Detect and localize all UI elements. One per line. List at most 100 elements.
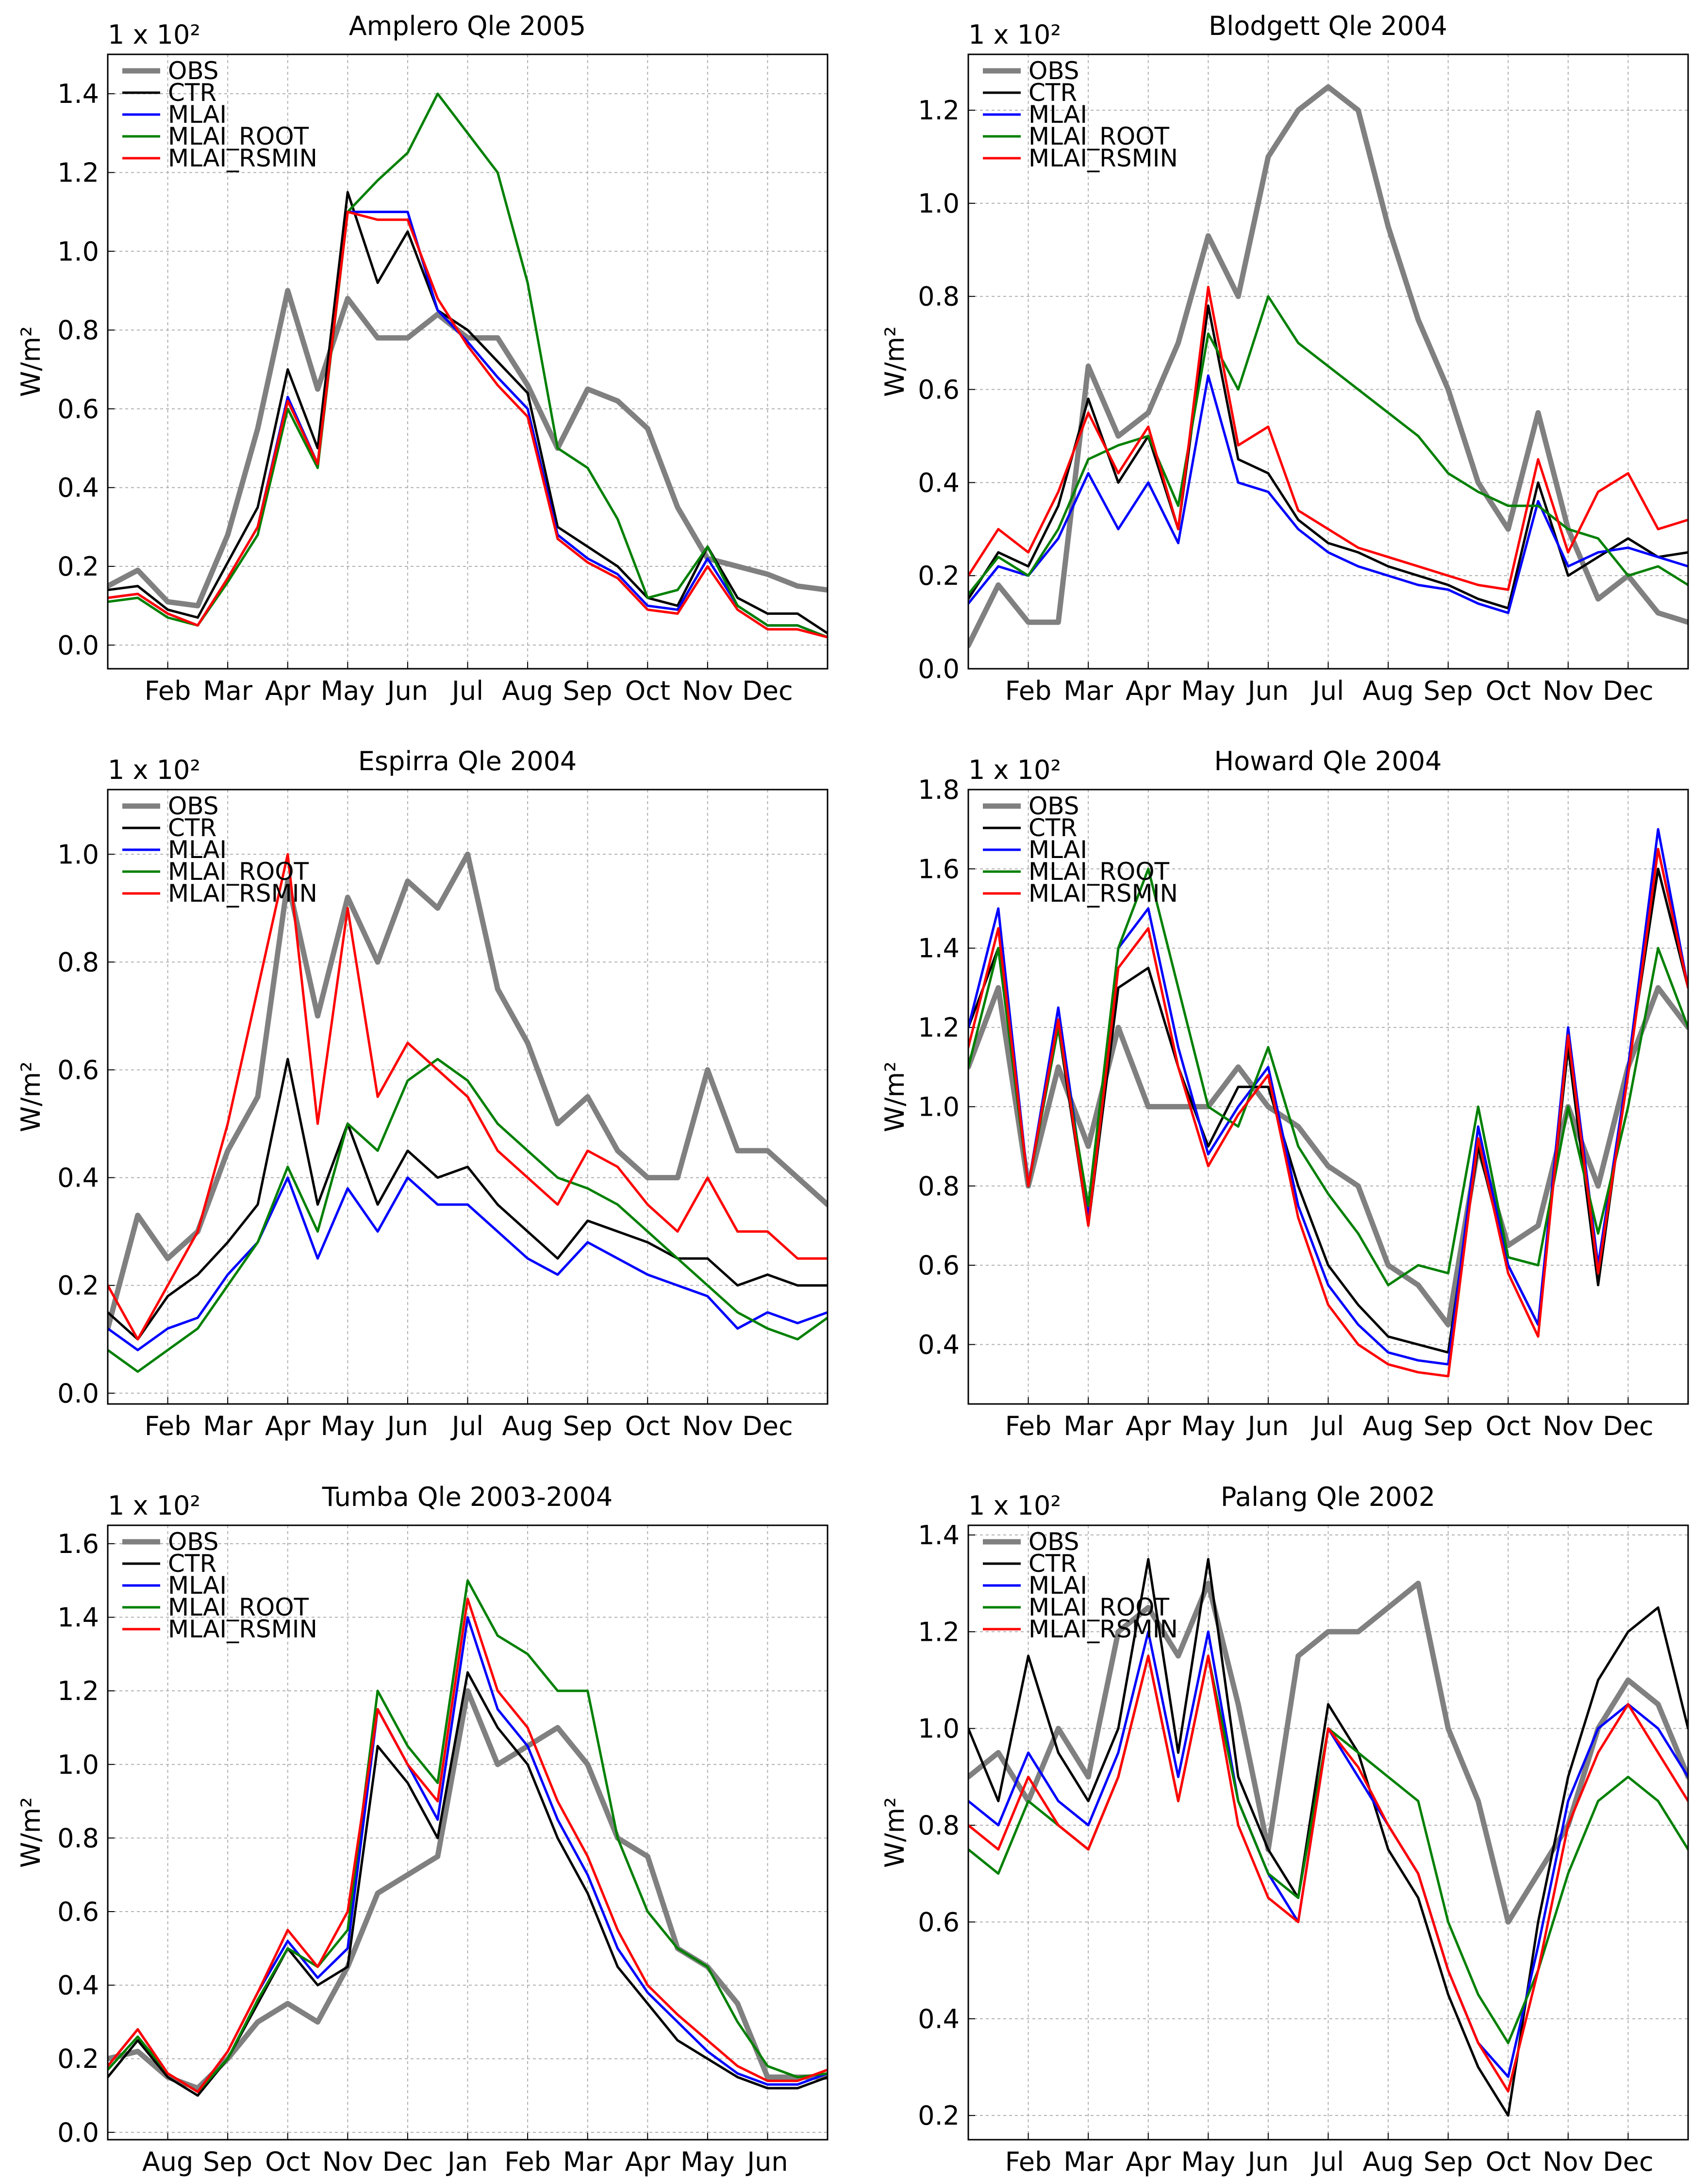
legend-label: CTR	[1028, 814, 1077, 842]
y-tick-label: 0.6	[57, 1055, 99, 1085]
x-tick-label: Aug	[1362, 1411, 1413, 1441]
x-tick-label: Jun	[386, 676, 428, 706]
chart-panel-amplero: Amplero Qle 2005 1 x 10² W/m² 0.0 0.2 0.4 0…	[16, 11, 829, 706]
legend-label: MLAI_ROOT	[168, 858, 309, 886]
y-tick-label: 1.0	[918, 1091, 960, 1122]
x-tick-label: Feb	[145, 1411, 191, 1441]
x-tick-label: Oct	[265, 2146, 310, 2177]
x-tick-label: Apr	[265, 676, 311, 706]
series-line-ctr	[968, 1558, 1688, 2117]
legend-label: MLAI_RSMIN	[168, 144, 317, 172]
series-line-ctr	[968, 304, 1688, 610]
legend-label: OBS	[1028, 792, 1079, 820]
x-tick-label: Jul	[1311, 676, 1344, 706]
y-tick-label: 0.0	[918, 654, 960, 684]
x-tick-label: Oct	[1486, 2146, 1531, 2177]
y-tick-label: 1.8	[918, 775, 960, 805]
legend-label: MLAI	[168, 1571, 227, 1600]
x-tick-label: Sep	[1424, 676, 1473, 706]
x-tick-label: Feb	[1005, 1411, 1052, 1441]
x-tick-label: Sep	[1424, 1411, 1473, 1441]
legend-label: CTR	[1028, 79, 1077, 107]
y-tick-label: 0.4	[57, 1163, 99, 1193]
series-lines	[108, 92, 828, 639]
y-axis-label: W/m²	[16, 326, 46, 397]
legend-label: OBS	[168, 1528, 219, 1556]
chart-panel-espirra: Espirra Qle 2004 1 x 10² W/m² 0.0 0.2 0.4 0…	[16, 746, 829, 1441]
x-tick-label: Oct	[1486, 1411, 1531, 1441]
series-lines	[968, 84, 1688, 648]
x-tick-label: Sep	[1424, 2146, 1473, 2177]
x-tick-label: Oct	[625, 1411, 670, 1441]
x-tick-label: Jul	[1311, 2146, 1344, 2177]
x-tick-label: May	[680, 2146, 735, 2177]
x-tick-label: Jun	[386, 1411, 428, 1441]
x-tick-label: Jun	[1246, 2146, 1289, 2177]
x-tick-label: May	[1181, 676, 1236, 706]
x-tick-label: Nov	[1542, 1411, 1593, 1441]
x-tick-label: Oct	[1486, 676, 1531, 706]
x-tick-label: Jul	[450, 1411, 483, 1441]
x-tick-label: May	[321, 676, 375, 706]
x-tick-label: Feb	[504, 2146, 551, 2177]
y-tick-label: 0.2	[918, 561, 960, 591]
y-tick-label: 1.4	[918, 1520, 960, 1551]
x-tick-label: Dec	[1603, 676, 1654, 706]
legend-label: MLAI_RSMIN	[168, 879, 317, 908]
series-lines	[108, 851, 828, 1373]
y-axis-label: W/m²	[879, 1797, 910, 1868]
y-tick-label: 0.8	[918, 1171, 960, 1202]
x-tick-label: Aug	[502, 676, 553, 706]
plot-frame	[107, 789, 829, 1405]
y-tick-label: 0.0	[57, 1378, 99, 1409]
x-tick-label: Nov	[682, 1411, 733, 1441]
x-tick-label: Nov	[1542, 676, 1593, 706]
x-tick-label: Jul	[450, 676, 483, 706]
chart-title: Palang Qle 2002	[1221, 1482, 1435, 1512]
y-tick-label: 0.6	[918, 1250, 960, 1281]
y-tick-label: 1.0	[57, 839, 99, 870]
axis-multiplier: 1 x 10²	[108, 19, 200, 50]
x-tick-label: Sep	[203, 2146, 252, 2177]
series-line-mlai-rsmin	[108, 853, 828, 1341]
axis-multiplier: 1 x 10²	[968, 755, 1061, 785]
series-line-mlai-root	[108, 1057, 828, 1373]
x-tick-label: Feb	[1005, 2146, 1052, 2177]
legend-label: MLAI_ROOT	[1028, 122, 1170, 150]
y-tick-label: 0.4	[57, 1970, 99, 2001]
x-tick-label: Mar	[203, 1411, 253, 1441]
y-tick-label: 0.6	[918, 1907, 960, 1937]
x-tick-label: Apr	[1126, 1411, 1171, 1441]
x-tick-label: Apr	[625, 2146, 671, 2177]
x-tick-label: Jun	[746, 2146, 788, 2177]
x-tick-label: Mar	[1063, 676, 1113, 706]
x-tick-label: Dec	[1603, 1411, 1654, 1441]
y-tick-label: 1.6	[57, 1529, 99, 1559]
series-line-mlai	[968, 374, 1688, 614]
series-line-mlai-root	[108, 1579, 828, 2093]
x-tick-label: Dec	[742, 1411, 793, 1441]
y-tick-label: 0.6	[57, 394, 99, 424]
x-tick-label: Jan	[446, 2146, 488, 2177]
x-tick-label: Apr	[1126, 2146, 1171, 2177]
legend-label: CTR	[1028, 1550, 1077, 1578]
series-line-mlai-rsmin	[108, 211, 828, 639]
y-tick-label: 1.0	[57, 1750, 99, 1780]
x-tick-label: May	[1181, 2146, 1236, 2177]
y-tick-label: 0.6	[57, 1897, 99, 1927]
legend-label: CTR	[168, 1550, 216, 1578]
chart-title: Tumba Qle 2003-2004	[322, 1482, 613, 1512]
legend-label: CTR	[168, 814, 216, 842]
x-tick-label: Nov	[682, 676, 733, 706]
legend-label: MLAI	[1028, 100, 1087, 129]
chart-title: Espirra Qle 2004	[358, 746, 577, 776]
axis-multiplier: 1 x 10²	[108, 1490, 200, 1521]
legend-label: MLAI_RSMIN	[1028, 1615, 1178, 1643]
x-tick-label: Aug	[1362, 2146, 1413, 2177]
x-tick-label: Apr	[265, 1411, 311, 1441]
series-line-mlai-rsmin	[968, 1654, 1688, 2093]
y-tick-label: 0.2	[57, 2044, 99, 2074]
